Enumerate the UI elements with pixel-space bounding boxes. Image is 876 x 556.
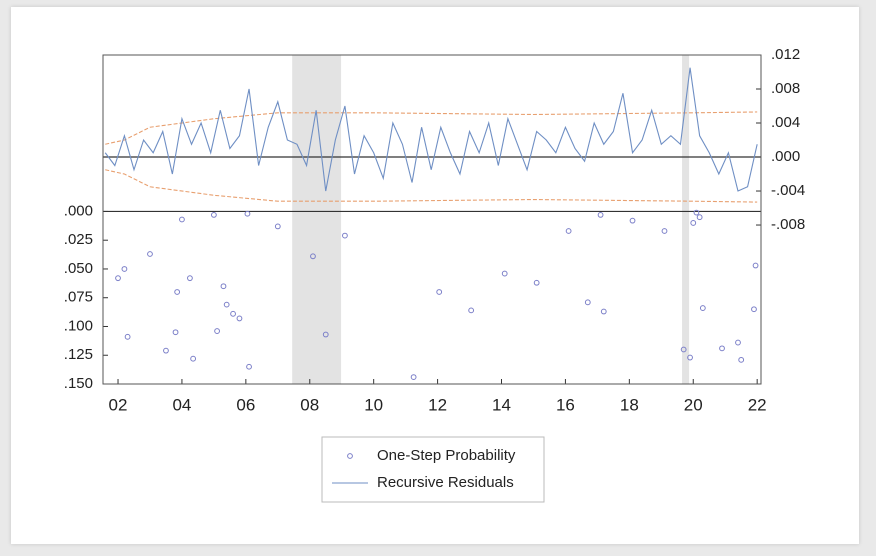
shaded-period (682, 55, 690, 384)
x-tick-label: 20 (684, 395, 703, 414)
probability-marker (600, 308, 607, 315)
probability-marker (223, 301, 230, 308)
probability-marker (699, 305, 706, 311)
probability-marker (687, 354, 693, 361)
probability-marker (693, 209, 700, 216)
probability-marker (597, 211, 604, 218)
plot-frame (102, 54, 762, 385)
y2-tick-label: .008 (771, 80, 800, 97)
probability-marker (565, 228, 572, 234)
x-tick-label: 18 (620, 395, 639, 414)
probability-marker (629, 217, 636, 224)
y-tick-label: .100 (64, 317, 93, 334)
probability-marker (696, 214, 703, 221)
probability-marker (436, 289, 443, 295)
y2-tick-label: -.008 (771, 216, 805, 233)
probability-marker (187, 275, 193, 282)
probability-marker (121, 266, 128, 272)
x-tick-label: 16 (556, 395, 575, 414)
y2-tick-label: .012 (771, 46, 800, 63)
x-tick-label: 06 (236, 395, 255, 414)
probability-marker (274, 223, 281, 230)
x-tick-label: 22 (748, 395, 767, 414)
x-tick-label: 14 (492, 395, 511, 414)
residual-line (104, 67, 758, 192)
x-tick-label: 04 (172, 395, 191, 414)
y-tick-label: .025 (64, 231, 93, 248)
probability-marker (584, 299, 591, 306)
y2-tick-label: .004 (771, 114, 800, 131)
probability-marker (735, 339, 741, 346)
probability-marker (190, 355, 197, 362)
se-band (105, 111, 758, 145)
probability-marker (310, 253, 316, 260)
probability-marker (501, 270, 508, 277)
shaded-period (292, 55, 342, 384)
probability-marker (690, 220, 697, 226)
legend-box (321, 436, 545, 503)
probability-marker (751, 306, 757, 313)
se-band (105, 169, 758, 203)
y2-tick-label: -.004 (771, 182, 805, 199)
x-tick-label: 12 (428, 395, 447, 414)
probability-marker (124, 333, 131, 340)
legend-marker (347, 453, 353, 459)
probability-marker (115, 275, 121, 282)
probability-marker (214, 328, 220, 334)
probability-marker (533, 279, 540, 286)
probability-marker (244, 210, 251, 217)
probability-marker (246, 363, 252, 370)
probability-marker (172, 329, 179, 336)
probability-marker (174, 289, 181, 295)
probability-marker (179, 216, 185, 223)
probability-marker (322, 331, 329, 338)
probability-marker (210, 211, 217, 218)
probability-marker (468, 307, 475, 314)
x-tick-label: 08 (300, 395, 319, 414)
probability-marker (342, 232, 348, 239)
y-tick-label: .050 (64, 260, 93, 277)
probability-marker (752, 262, 759, 269)
probability-marker (680, 346, 687, 353)
probability-marker (410, 374, 417, 380)
legend-label: One-Step Probability (377, 447, 516, 464)
legend-label: Recursive Residuals (377, 474, 514, 491)
probability-marker (163, 347, 169, 354)
y-tick-label: .150 (64, 375, 93, 392)
probability-marker (236, 315, 243, 322)
x-tick-label: 02 (109, 395, 128, 414)
probability-marker (230, 310, 236, 317)
y-tick-label: .125 (64, 346, 93, 363)
y-tick-label: .075 (64, 289, 93, 306)
probability-marker (220, 283, 227, 290)
probability-marker (147, 251, 153, 257)
y-tick-label: .000 (64, 202, 93, 219)
probability-marker (719, 345, 725, 352)
x-tick-label: 10 (364, 395, 383, 414)
probability-marker (738, 356, 745, 363)
probability-marker (661, 228, 668, 234)
y2-tick-label: .000 (771, 148, 800, 165)
